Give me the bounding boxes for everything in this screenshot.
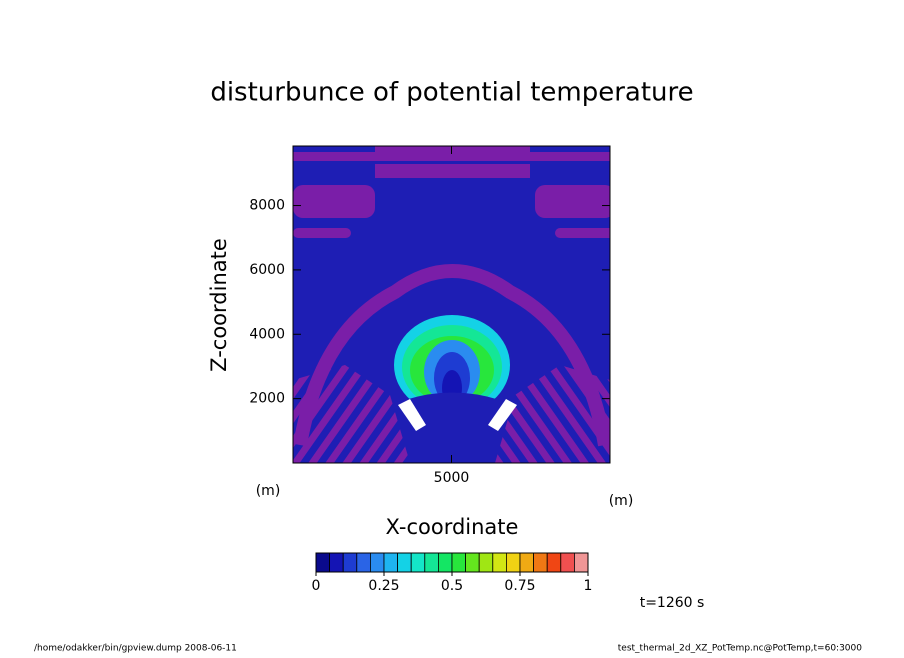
contour-field — [293, 146, 610, 463]
x-tick-label: 5000 — [434, 470, 470, 486]
colorbar-tick-label: 1 — [584, 578, 593, 594]
colorbar-swatch — [574, 552, 589, 573]
colorbar-tick-label: 0.25 — [368, 578, 399, 594]
chart-title: disturbunce of potential temperature — [210, 78, 693, 108]
colorbar-swatch — [315, 552, 331, 573]
colorbar-tick-label: 0.5 — [441, 578, 463, 594]
colorbar-tick-label: 0.75 — [504, 578, 535, 594]
colorbar-swatch — [437, 552, 453, 573]
x-axis-label: X-coordinate — [386, 515, 519, 539]
colorbar-swatch — [424, 552, 439, 573]
colorbar-swatch — [546, 552, 562, 573]
colorbar-tick-label: 0 — [312, 578, 321, 594]
y-tick-label: 8000 — [249, 198, 285, 214]
colorbar-swatch — [369, 552, 385, 573]
colorbar-swatch — [410, 552, 426, 573]
y-tick-label: 6000 — [249, 262, 285, 278]
x-unit: (m) — [609, 493, 634, 509]
colorbar-swatch — [560, 552, 575, 573]
footer-right: test_thermal_2d_XZ_PotTemp.nc@PotTemp,t=… — [618, 644, 863, 654]
time-annotation: t=1260 s — [640, 595, 705, 611]
colorbar-swatch — [478, 552, 494, 573]
colorbar-swatch — [397, 552, 412, 573]
colorbar-swatch — [342, 552, 358, 573]
colorbar-swatch — [492, 552, 507, 573]
colorbar-swatch — [329, 552, 344, 573]
colorbar-swatch — [533, 552, 548, 573]
y-unit: (m) — [256, 483, 281, 499]
colorbar-swatch — [356, 552, 371, 573]
y-tick-label: 2000 — [249, 391, 285, 407]
colorbar-swatch — [519, 552, 535, 573]
y-axis-label: Z-coordinate — [207, 238, 231, 372]
y-tick-label: 4000 — [249, 326, 285, 342]
footer-left: /home/odakker/bin/gpview.dump 2008-06-11 — [34, 644, 237, 654]
colorbar-swatch — [383, 552, 399, 573]
colorbar-swatch — [465, 552, 480, 573]
colorbar-swatch — [505, 552, 521, 573]
colorbar-swatch — [451, 552, 467, 573]
